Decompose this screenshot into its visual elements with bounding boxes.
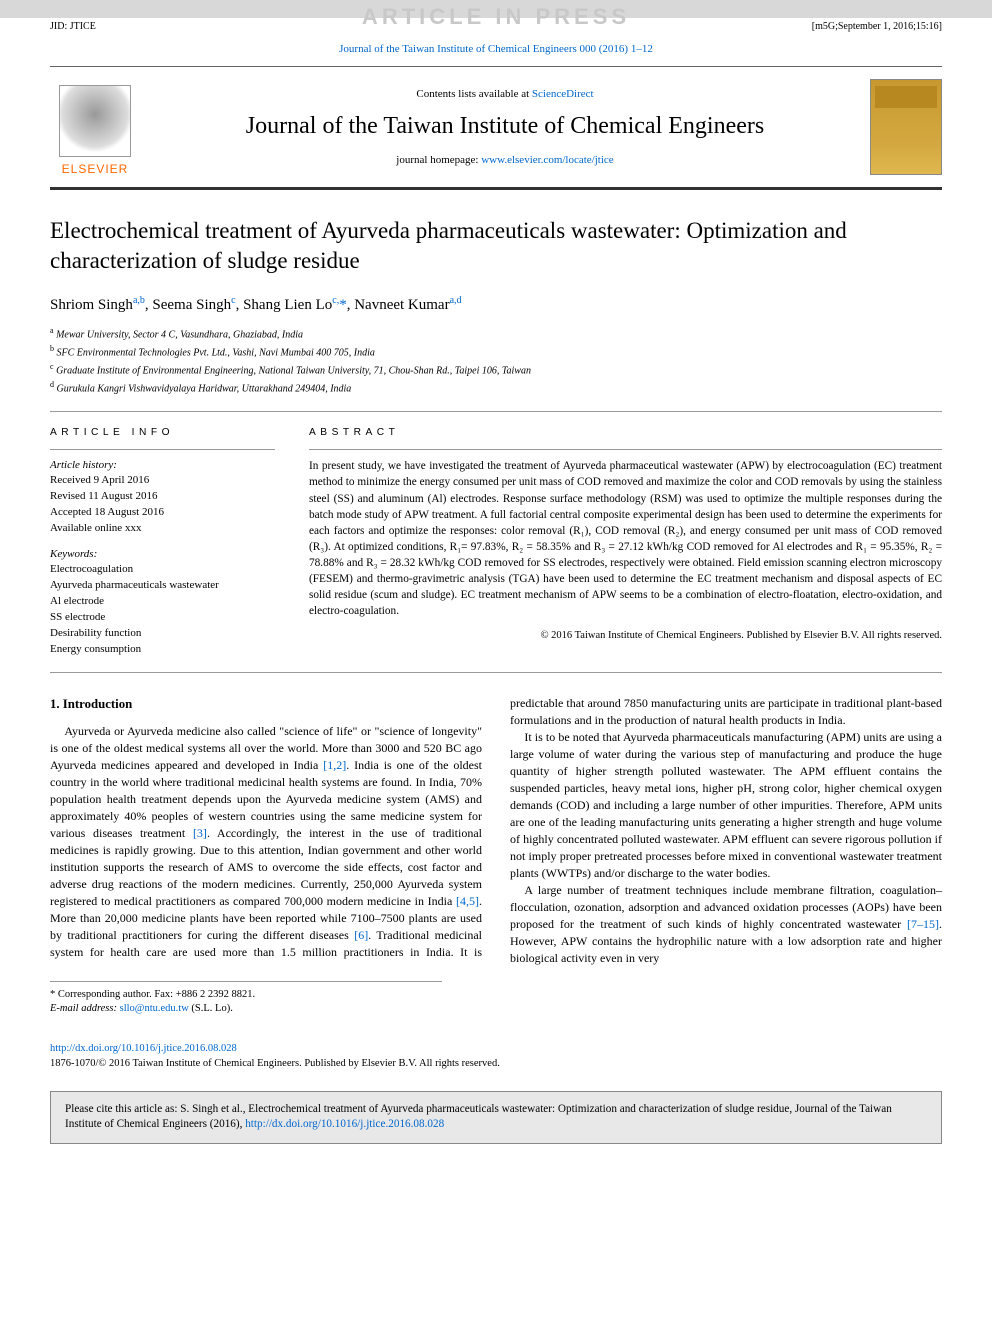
corresp-email-link[interactable]: sllo@ntu.edu.tw [120,1003,189,1014]
jid-row: JID: JTICE [m5G;September 1, 2016;15:16] [0,18,992,36]
cite-doi-link[interactable]: http://dx.doi.org/10.1016/j.jtice.2016.0… [245,1118,444,1130]
keyword: SS electrode [50,610,275,626]
bottom-copyright: 1876-1070/© 2016 Taiwan Institute of Che… [0,1057,992,1081]
keywords-label: Keywords: [50,547,275,562]
divider [309,449,942,450]
cite-text: Please cite this article as: S. Singh et… [65,1103,892,1131]
contents-available: Contents lists available at ScienceDirec… [158,87,852,102]
article-info-heading: ARTICLE INFO [50,426,275,440]
affiliation: b SFC Environmental Technologies Pvt. Lt… [50,343,942,361]
history-item: Available online xxx [50,521,275,537]
corresp-fax: * Corresponding author. Fax: +886 2 2392… [50,988,442,1002]
abstract-copyright: © 2016 Taiwan Institute of Chemical Engi… [309,629,942,643]
body-text: A large number of treatment techniques i… [510,883,942,931]
corresp-email-after: (S.L. Lo). [189,1003,233,1014]
affiliation: c Graduate Institute of Environmental En… [50,361,942,379]
homepage-link[interactable]: www.elsevier.com/locate/jtice [481,154,613,166]
journal-cover-thumb [870,79,942,175]
journal-name: Journal of the Taiwan Institute of Chemi… [158,110,852,142]
history-item: Received 9 April 2016 [50,473,275,489]
section-heading: 1. Introduction [50,695,482,713]
typeset-stamp: [m5G;September 1, 2016;15:16] [812,20,942,34]
jid-code: JID: JTICE [50,20,96,34]
email-label: E-mail address: [50,1003,120,1014]
journal-ref: Journal of the Taiwan Institute of Chemi… [0,36,992,67]
elsevier-logo: ELSEVIER [50,77,140,177]
keywords-list: ElectrocoagulationAyurveda pharmaceutica… [50,562,275,658]
keyword: Al electrode [50,594,275,610]
journal-header: ELSEVIER Contents lists available at Sci… [50,66,942,190]
divider [50,672,942,673]
abstract-heading: ABSTRACT [309,426,942,440]
sciencedirect-link[interactable]: ScienceDirect [532,88,594,100]
affiliation: a Mewar University, Sector 4 C, Vasundha… [50,325,942,343]
homepage-label: journal homepage: [396,154,481,166]
journal-ref-link[interactable]: Journal of the Taiwan Institute of Chemi… [339,43,653,55]
keyword: Energy consumption [50,642,275,658]
body-paragraph: It is to be noted that Ayurveda pharmace… [510,729,942,882]
journal-homepage: journal homepage: www.elsevier.com/locat… [158,153,852,168]
citation-link[interactable]: [1,2] [323,758,346,772]
authors: Shriom Singha,b, Seema Singhc, Shang Lie… [50,294,942,315]
doi-link[interactable]: http://dx.doi.org/10.1016/j.jtice.2016.0… [50,1043,237,1054]
divider [50,449,275,450]
citation-link[interactable]: [6] [354,928,368,942]
affiliation: d Gurukula Kangri Vishwavidyalaya Haridw… [50,379,942,397]
body-paragraph: A large number of treatment techniques i… [510,882,942,967]
doi-line: http://dx.doi.org/10.1016/j.jtice.2016.0… [0,1042,992,1056]
history-item: Revised 11 August 2016 [50,489,275,505]
citation-link[interactable]: [7–15] [907,917,939,931]
history-label: Article history: [50,458,275,473]
citation-box: Please cite this article as: S. Singh et… [50,1091,942,1144]
article-body: 1. Introduction Ayurveda or Ayurveda med… [50,695,942,968]
keyword: Desirability function [50,626,275,642]
elsevier-text: ELSEVIER [62,161,129,177]
history-items: Received 9 April 2016Revised 11 August 2… [50,473,275,537]
affiliations: a Mewar University, Sector 4 C, Vasundha… [50,325,942,396]
history-item: Accepted 18 August 2016 [50,505,275,521]
elsevier-tree-icon [59,85,131,157]
citation-link[interactable]: [4,5] [456,894,479,908]
keyword: Electrocoagulation [50,562,275,578]
citation-link[interactable]: [3] [193,826,207,840]
keyword: Ayurveda pharmaceuticals wastewater [50,578,275,594]
contents-label: Contents lists available at [416,88,531,100]
corresponding-author: * Corresponding author. Fax: +886 2 2392… [50,981,442,1016]
abstract-text: In present study, we have investigated t… [309,458,942,618]
article-title: Electrochemical treatment of Ayurveda ph… [50,216,942,276]
